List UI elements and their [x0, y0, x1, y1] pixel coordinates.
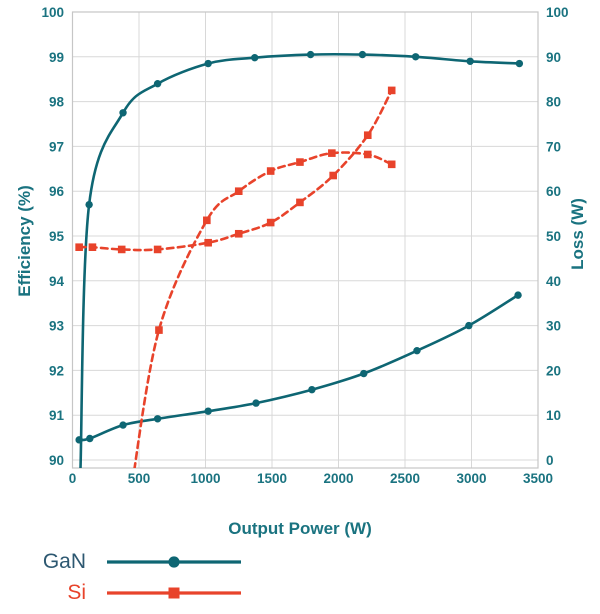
right-tick-label: 80 — [546, 95, 561, 110]
legend-label: Si — [67, 581, 86, 604]
right-axis-title: Loss (W) — [568, 198, 587, 270]
left-tick-label: 100 — [41, 5, 64, 20]
series-si-efficiency-marker — [387, 160, 396, 169]
plot-area: 0 500 1000 1500 2000 2500 3000 3500909192939495… — [41, 5, 568, 486]
series-si-loss-marker — [329, 171, 337, 180]
right-tick-label: 20 — [546, 363, 561, 378]
right-tick-label: 100 — [546, 5, 569, 20]
series-gan-loss-line — [77, 293, 520, 442]
left-tick-label: 92 — [49, 363, 64, 378]
series-si-efficiency-marker — [266, 167, 275, 175]
series-si-efficiency-marker — [328, 149, 336, 157]
x-tick-label: 2500 — [390, 471, 420, 486]
series-si-loss-marker — [117, 245, 126, 254]
tick-labels: 0 500 1000 1500 2000 2500 3000 3500909192939495… — [41, 5, 568, 486]
left-tick-label: 96 — [49, 184, 65, 199]
series-gan-efficiency-marker — [119, 109, 127, 117]
series-si-efficiency-marker — [203, 216, 211, 225]
series-si-efficiency-line — [133, 151, 393, 468]
legend: GaN Si — [28, 549, 244, 606]
series-gan-efficiency-marker — [251, 53, 259, 62]
series-gan-efficiency-marker — [411, 53, 420, 61]
series-gan-efficiency-marker — [153, 79, 162, 88]
right-tick-label: 40 — [546, 274, 561, 289]
left-tick-label: 90 — [49, 453, 64, 468]
series-gan-efficiency-marker — [85, 200, 93, 209]
series-gan-loss-marker — [465, 321, 473, 330]
series-si-loss-marker — [204, 238, 212, 247]
series-si-loss-marker — [296, 198, 304, 207]
legend-si-line-sample — [107, 587, 241, 599]
series-gan-loss-marker — [75, 436, 83, 444]
right-tick-label: 70 — [546, 139, 561, 154]
x-tick-label: 2000 — [323, 471, 353, 486]
series-si-efficiency-marker — [155, 326, 163, 334]
series-si-loss-marker — [387, 86, 396, 95]
x-tick-label: 1000 — [190, 471, 220, 486]
series-si-loss-marker — [153, 245, 162, 254]
series-gan-loss-marker — [308, 385, 316, 394]
left-tick-label: 98 — [49, 95, 65, 110]
right-tick-label: 60 — [546, 184, 561, 199]
x-axis-title: Output Power (W) — [228, 519, 372, 538]
series-gan-loss-marker — [413, 346, 421, 355]
left-axis-title: Efficiency (%) — [15, 185, 34, 297]
series-gan-loss-marker — [119, 421, 127, 429]
series-si-loss-marker — [363, 131, 372, 139]
series-si-loss-marker — [234, 229, 243, 238]
right-tick-label: 30 — [546, 319, 561, 334]
right-tick-label: 10 — [546, 408, 561, 423]
series-gan-loss-marker — [86, 434, 94, 443]
series-gan-loss-marker — [153, 415, 162, 423]
series-gan-loss-marker — [204, 407, 212, 415]
x-tick-label: 3000 — [456, 471, 486, 486]
series-si-loss-marker — [75, 243, 83, 251]
x-tick-label: 500 — [128, 471, 151, 486]
legend-gan-line-sample — [107, 556, 241, 568]
series-gan-loss-marker — [252, 399, 260, 407]
legend-label: GaN — [42, 550, 86, 573]
x-tick-label: 0 — [69, 471, 77, 486]
left-tick-label: 93 — [49, 319, 65, 334]
left-tick-label: 97 — [49, 139, 64, 154]
x-tick-label: 1500 — [257, 471, 287, 486]
x-tick-label: 3500 — [523, 471, 553, 486]
right-tick-label: 50 — [546, 229, 561, 244]
left-tick-label: 91 — [49, 408, 65, 423]
series-markers — [75, 50, 524, 444]
series-lines — [77, 52, 521, 468]
series-gan-efficiency-marker — [466, 57, 474, 65]
series-gan-efficiency-marker — [358, 50, 367, 59]
right-tick-label: 0 — [546, 453, 554, 468]
series-gan-efficiency-line — [79, 52, 521, 468]
left-tick-label: 94 — [49, 274, 65, 289]
series-gan-loss-marker — [360, 369, 368, 378]
series-gan-efficiency-marker — [515, 59, 524, 68]
right-tick-label: 90 — [546, 50, 561, 65]
left-tick-label: 99 — [49, 50, 64, 65]
gridlines — [72, 12, 538, 468]
left-tick-label: 95 — [49, 229, 65, 244]
series-gan-loss-marker — [514, 291, 522, 299]
series-gan-efficiency-marker — [204, 59, 212, 68]
series-gan-efficiency-marker — [306, 50, 315, 59]
series-si-loss-marker — [88, 243, 97, 251]
legend-item-si: Si — [28, 580, 244, 606]
plot-border — [71, 11, 539, 469]
series-si-efficiency-marker — [234, 187, 243, 195]
series-si-efficiency-marker — [363, 150, 372, 159]
series-si-efficiency-marker — [296, 158, 304, 166]
series-si-loss-marker — [266, 218, 275, 227]
legend-item-gan: GaN — [28, 549, 244, 575]
